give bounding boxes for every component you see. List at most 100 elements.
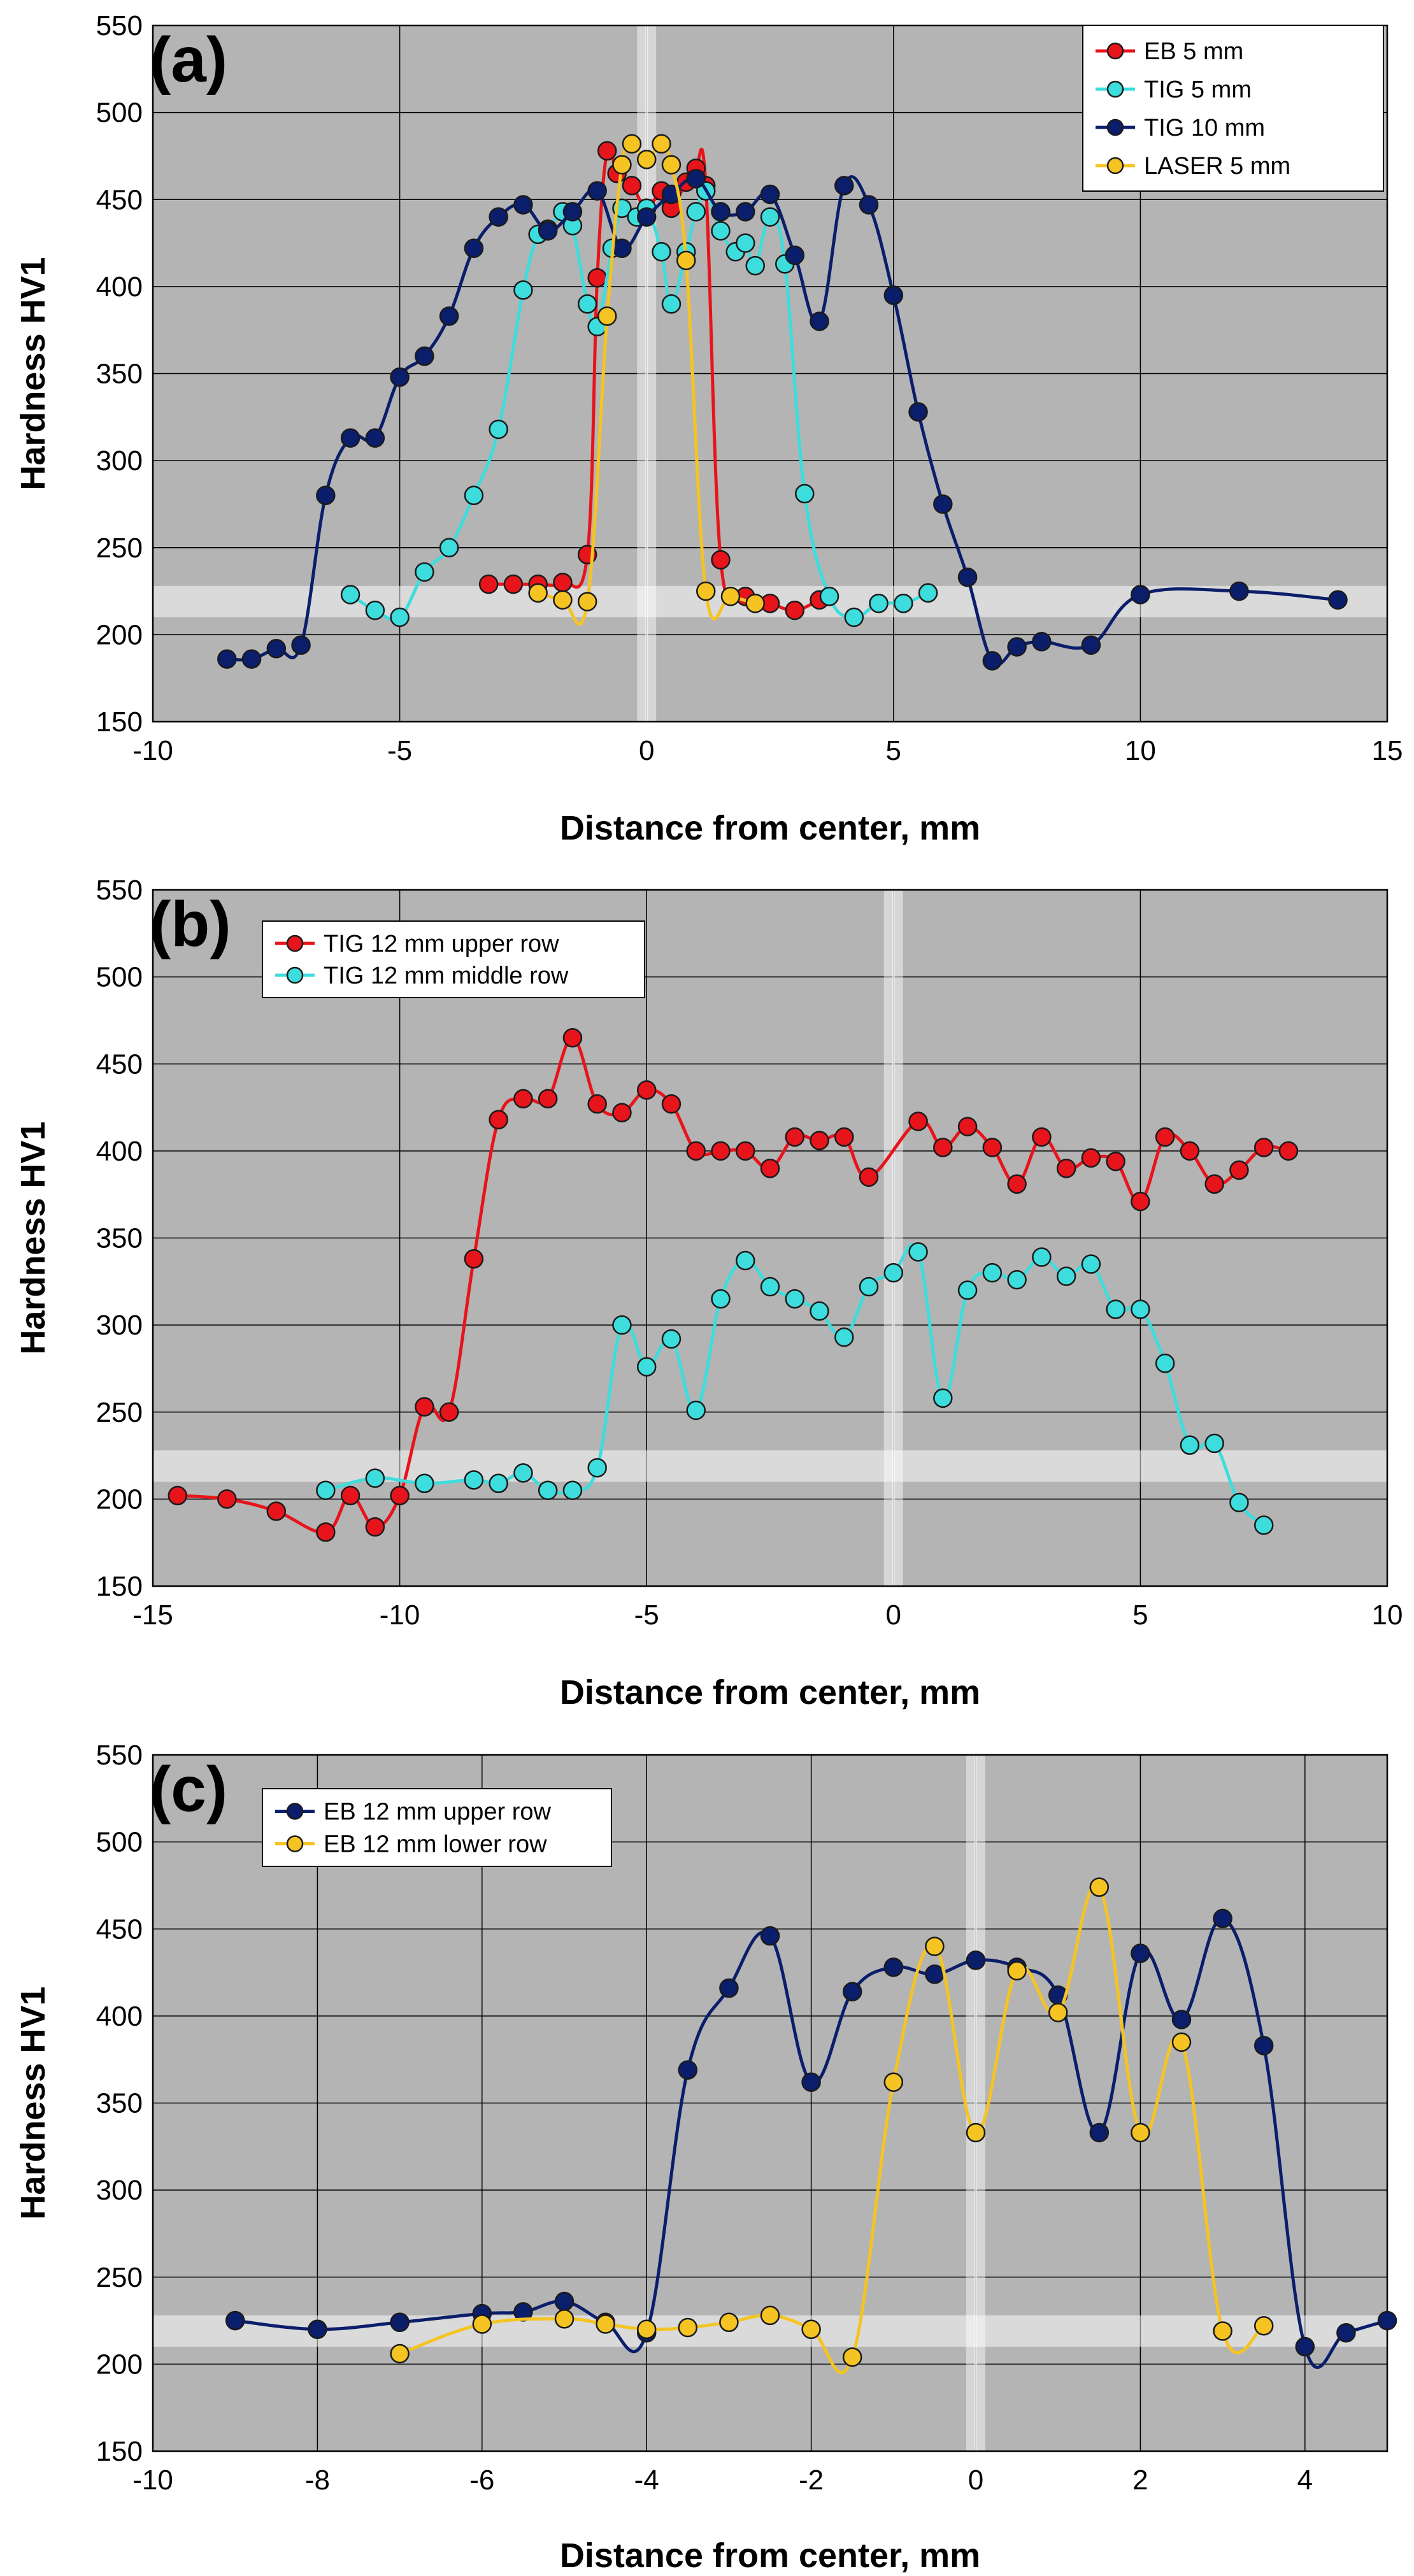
legend-swatch-marker xyxy=(1106,118,1124,136)
data-point xyxy=(760,184,780,204)
data-point xyxy=(340,1485,361,1506)
y-tick-label: 350 xyxy=(96,359,143,390)
data-point xyxy=(340,428,361,448)
y-tick-label: 350 xyxy=(96,2088,143,2119)
data-point xyxy=(859,1167,879,1187)
data-point xyxy=(711,202,731,222)
y-tick-label: 150 xyxy=(96,1571,143,1602)
data-point xyxy=(1253,1138,1274,1157)
data-point xyxy=(735,202,755,222)
data-point xyxy=(745,593,765,613)
x-tick-label: -2 xyxy=(799,2465,824,2496)
data-point xyxy=(464,485,484,506)
data-point xyxy=(168,1485,188,1506)
x-tick-label: 10 xyxy=(1125,735,1156,766)
data-point xyxy=(1032,1247,1052,1267)
data-point xyxy=(908,402,928,422)
data-point xyxy=(489,1110,508,1129)
data-point xyxy=(760,207,780,227)
data-point xyxy=(982,1263,1003,1283)
data-point xyxy=(883,1263,904,1283)
data-point xyxy=(1328,590,1348,610)
data-point xyxy=(661,1329,682,1349)
series-1 xyxy=(316,1242,1274,1535)
series-2 xyxy=(217,169,1348,671)
data-point xyxy=(842,2347,862,2367)
data-point xyxy=(696,581,716,601)
data-point xyxy=(612,238,632,259)
data-point xyxy=(933,494,953,514)
data-point xyxy=(308,2319,327,2339)
x-tick-label: -10 xyxy=(380,1599,420,1631)
data-point xyxy=(472,2314,492,2334)
data-point xyxy=(316,1480,336,1500)
data-point xyxy=(686,202,706,222)
data-point xyxy=(869,593,889,613)
data-point xyxy=(439,1402,459,1422)
data-point xyxy=(562,1028,583,1048)
data-point xyxy=(1007,1270,1027,1290)
data-point xyxy=(1056,1158,1076,1178)
data-point xyxy=(966,1950,986,1970)
data-point xyxy=(1155,1353,1175,1373)
chart-panel-0: 150 200 250 300 350 400 450 500 550 -10 -5 0 5 10 15 Di… xyxy=(14,10,1403,847)
legend-entry: EB 5 mm xyxy=(1144,38,1243,65)
y-tick-label: 400 xyxy=(96,1136,143,1167)
y-tick-label: 500 xyxy=(96,962,143,993)
series-1 xyxy=(390,1877,1274,2375)
data-point xyxy=(489,419,508,440)
y-tick-label: 350 xyxy=(96,1223,143,1254)
data-point xyxy=(636,207,657,227)
legend-entry: EB 12 mm lower row xyxy=(324,1831,547,1858)
data-point xyxy=(636,150,657,169)
y-axis-label: Hardness HV1 xyxy=(14,257,52,490)
data-point xyxy=(478,574,499,594)
legend-box xyxy=(1082,25,1384,192)
plot-frame xyxy=(152,1754,1389,2452)
data-point xyxy=(1081,1148,1101,1168)
data-point xyxy=(577,294,597,314)
x-tick-label: -8 xyxy=(305,2465,330,2496)
data-point xyxy=(597,141,617,161)
data-point xyxy=(1253,2316,1274,2336)
data-point xyxy=(1377,2310,1397,2331)
data-point xyxy=(785,1289,805,1309)
data-point xyxy=(365,1517,385,1537)
data-point xyxy=(464,1470,484,1490)
data-point xyxy=(1253,1515,1274,1535)
data-point xyxy=(538,1089,558,1109)
data-point xyxy=(1180,1435,1200,1455)
data-point xyxy=(1056,1266,1076,1286)
data-point xyxy=(316,485,336,506)
series-0 xyxy=(225,1908,1397,2369)
data-point xyxy=(1131,1943,1150,1963)
x-tick-label: -10 xyxy=(132,2465,173,2496)
data-point xyxy=(760,2305,780,2326)
data-point xyxy=(513,280,533,300)
y-axis-label: Hardness HV1 xyxy=(14,1986,52,2219)
data-point xyxy=(795,483,815,504)
data-point xyxy=(1131,1299,1150,1319)
x-tick-label: -10 xyxy=(132,735,173,766)
x-tick-label: -5 xyxy=(634,1599,659,1631)
data-point xyxy=(1336,2322,1356,2343)
data-point xyxy=(489,207,508,227)
y-tick-label: 550 xyxy=(96,875,143,906)
data-point xyxy=(735,1250,755,1271)
data-point xyxy=(1229,1492,1249,1513)
data-point xyxy=(1204,1174,1224,1194)
series-3 xyxy=(528,134,765,626)
data-point xyxy=(1131,1191,1150,1212)
y-tick-label: 500 xyxy=(96,97,143,129)
data-point xyxy=(894,593,913,613)
data-point xyxy=(1213,2321,1232,2341)
data-point xyxy=(735,1141,755,1161)
y-tick-label: 300 xyxy=(96,2175,143,2206)
x-axis-label: Distance from center, mm xyxy=(560,2537,980,2575)
data-point xyxy=(217,649,237,669)
data-point xyxy=(390,2312,410,2333)
data-point xyxy=(597,306,617,326)
legend-swatch-marker xyxy=(286,1835,304,1852)
x-tick-label: 5 xyxy=(886,735,901,766)
y-tick-label: 400 xyxy=(96,271,143,303)
